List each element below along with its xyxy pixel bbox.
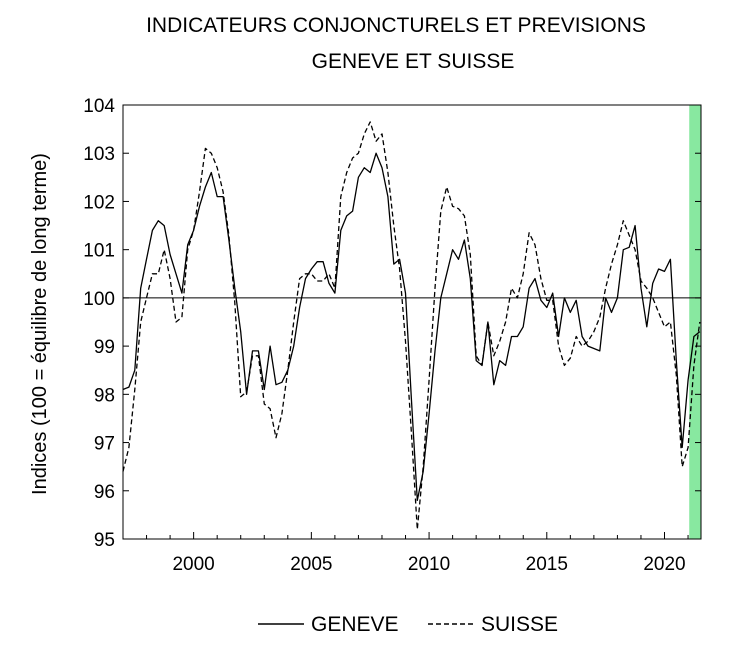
series-line-geneve — [122, 152, 701, 502]
y-tick-label-103: 103 — [83, 144, 115, 165]
y-tick-label-97: 97 — [94, 434, 115, 455]
plot-frame — [122, 104, 702, 540]
x-tick-label-2015: 2015 — [526, 554, 568, 575]
y-tick-label-100: 100 — [83, 289, 115, 310]
y-tick-label-99: 99 — [94, 337, 115, 358]
series-line-suisse — [122, 121, 701, 531]
chart-subtitle: GENEVE ET SUISSE — [312, 50, 515, 73]
x-tick-label-2005: 2005 — [290, 554, 332, 575]
y-tick-label-102: 102 — [83, 192, 115, 213]
legend-label-suisse: SUISSE — [481, 613, 558, 636]
y-axis-label: Indices (100 = équilibre de long terme) — [29, 153, 51, 495]
y-tick-label-98: 98 — [94, 385, 115, 406]
forecast-band — [689, 105, 701, 539]
chart-title: INDICATEURS CONJONCTURELS ET PREVISIONS — [146, 14, 646, 37]
legend-label-geneve: GENEVE — [311, 613, 399, 636]
x-tick-label-2000: 2000 — [172, 554, 214, 575]
x-tick-label-2020: 2020 — [643, 554, 685, 575]
plot-area: 95 96 97 98 99 100 101 102 103 104 2000 2005 2010 201… — [83, 96, 702, 575]
y-tick-label-95: 95 — [94, 530, 115, 551]
x-tick-label-2010: 2010 — [408, 554, 450, 575]
y-tick-label-96: 96 — [94, 482, 115, 503]
legend: GENEVE SUISSE — [258, 613, 558, 636]
y-tick-label-101: 101 — [83, 241, 115, 262]
y-tick-label-104: 104 — [83, 96, 115, 117]
